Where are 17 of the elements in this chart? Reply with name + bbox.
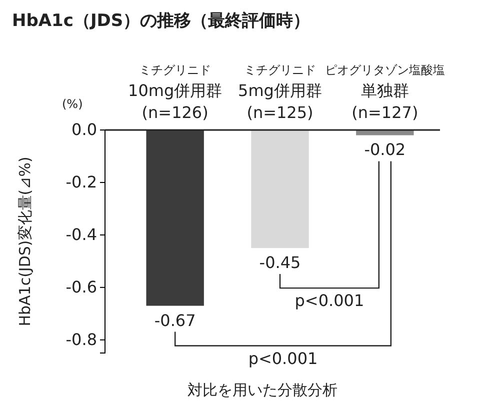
y-tick-label: -0.4 (66, 225, 97, 244)
y-axis-title: HbA1c(JDS)変化量(⊿%) (16, 156, 34, 326)
data-label: -0.67 (154, 310, 196, 330)
x-tick-label: ピオグリタゾン塩酸塩単独群 (n=127) (324, 63, 445, 122)
annotation: p<0.001 (294, 291, 364, 310)
x-tick-label: ミチグリニド 5mg併用群 (n=125) (238, 63, 322, 122)
y-tick-label: -0.2 (66, 172, 97, 192)
data-label: -0.45 (259, 253, 301, 272)
x-axis-title: 対比を用いた分散分析 (188, 381, 338, 399)
y-tick-label: -0.6 (66, 278, 97, 297)
chart-title: HbA1c（JDS）の推移（最終評価時） (12, 11, 310, 31)
text: (%) (62, 97, 83, 111)
x-tick-label: ミチグリニド 10mg併用群 (n=126) (128, 63, 222, 122)
annotation: p<0.001 (248, 348, 318, 368)
data-label: -0.02 (364, 140, 406, 160)
y-tick-label: -0.8 (66, 330, 97, 349)
y-tick-label: 0.0 (72, 120, 97, 140)
